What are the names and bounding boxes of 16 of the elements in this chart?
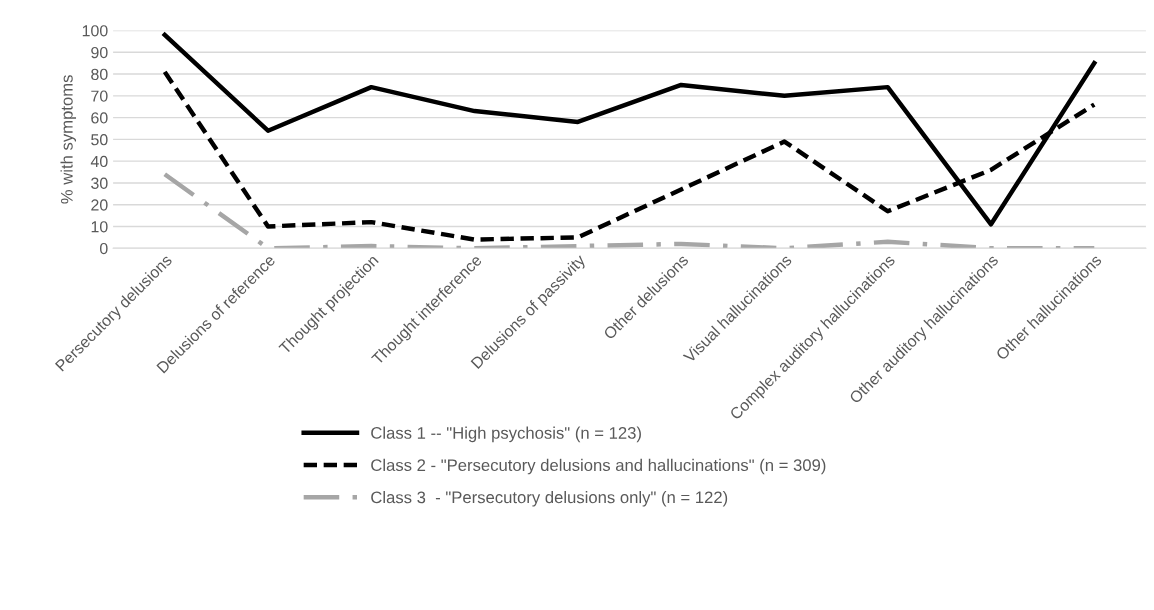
y-tick-label: 30 [91, 177, 108, 189]
y-tick-label: 60 [91, 112, 108, 124]
y-tick-label: 0 [99, 242, 108, 255]
y-tick-label: 90 [91, 46, 108, 59]
legend-label: Class 2 - "Persecutory delusions and hallucinations" (n = 309) [371, 458, 826, 475]
legend-label: Class 3 - "Persecutory delusions only" (n = 122) [371, 491, 728, 507]
legend-label: Class 1 -- "High psychosis" (n = 123) [371, 426, 641, 443]
y-tick-label: 20 [91, 199, 108, 211]
y-tick-label: 70 [91, 90, 108, 102]
y-axis-title: % with symptoms [60, 75, 77, 204]
y-tick-label: 50 [91, 134, 108, 146]
line-series [162, 172, 1097, 249]
y-tick-label: 80 [91, 68, 108, 80]
y-tick-label: 100 [82, 25, 108, 37]
y-tick-label: 10 [91, 221, 108, 233]
y-tick-label: 40 [90, 155, 108, 168]
